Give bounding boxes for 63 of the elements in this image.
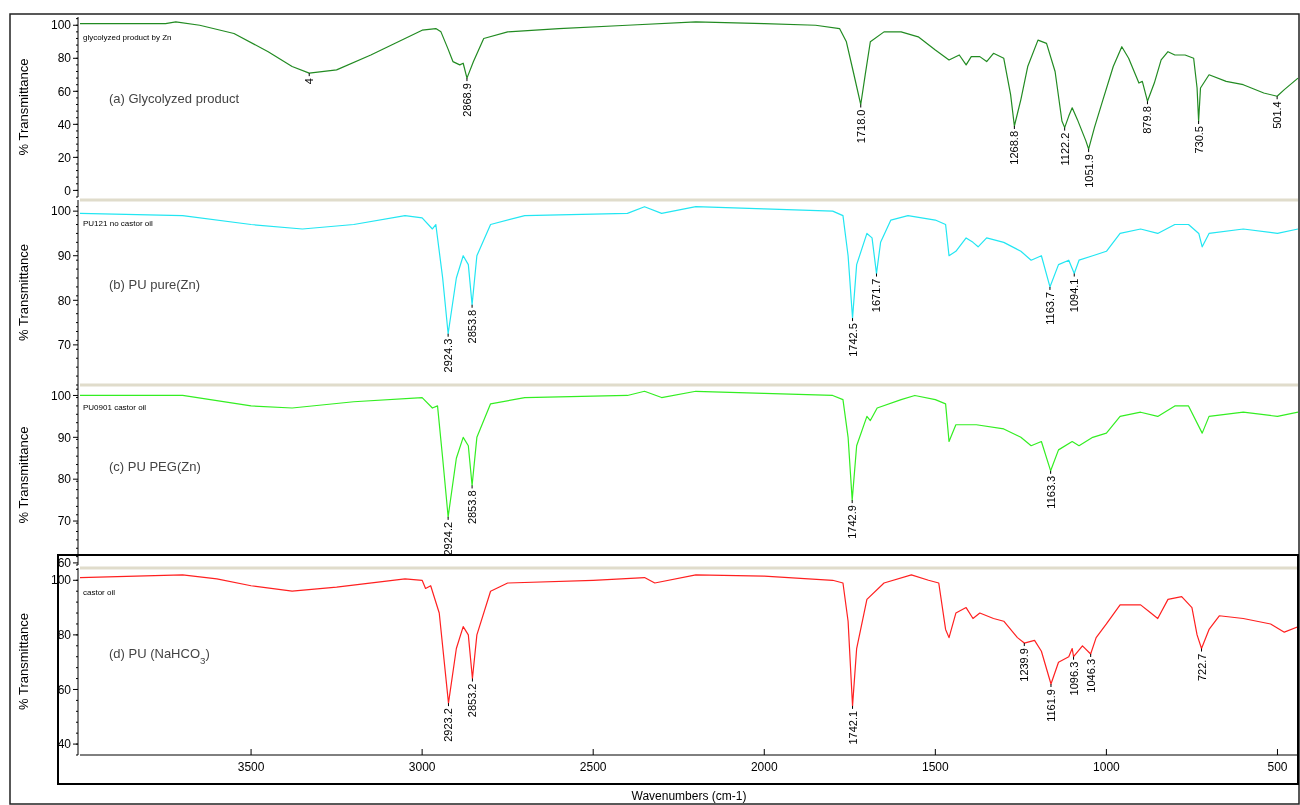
annotation: 1268.8 [1008,130,1021,165]
annotation: 1161.9 [1044,689,1057,722]
annotation: (b) PU pure(Zn) [109,276,201,292]
annotation: 1742.1 [846,710,859,745]
annotation: 1096.3 [1067,661,1080,696]
annotation: 879.8 [1141,106,1154,134]
annotation: 4 [303,78,316,85]
text: glycolyzed product by Zn [83,33,172,43]
x-tick-label: 1000 [1093,760,1121,774]
y-tick-label: 70 [57,338,72,353]
y-axis-title: % Transmittance [16,426,31,524]
text: PU121 no castor oil [83,219,154,229]
annotation: 1163.3 [1044,475,1057,509]
x-axis-title: Wavenumbers (cm-1) [631,789,747,803]
x-tick-label: 2000 [750,760,778,774]
annotation: 1122.2 [1058,132,1071,166]
y-tick-label: 100 [50,204,72,219]
annotation: 1718.0 [854,109,867,144]
text: PU0901 castor oil [83,403,147,413]
annotation: 1094.1 [1068,278,1081,313]
annotation: (d) PU (NaHCO$_{3}$) [109,645,210,666]
annotation: 1671.7 [870,278,883,313]
annotation: 1163.7 [1043,291,1056,325]
x-tick-label: 3500 [237,760,265,774]
annotation: 1046.3 [1084,658,1097,693]
y-tick-label: 80 [57,293,72,308]
annotation: 2853.8 [466,490,479,525]
y-tick-label: 40 [57,737,72,752]
y-tick-label: 40 [57,117,72,132]
annotation: (a) Glycolyzed product [109,91,240,107]
y-tick-label: 80 [57,472,72,487]
annotation: 722.7 [1195,653,1208,682]
x-tick-label: 500 [1267,760,1288,774]
annotation: 2853.2 [466,683,479,718]
annotation: 1239.9 [1018,648,1031,682]
annotation: 2923.2 [442,708,455,742]
y-tick-label: 80 [57,51,72,66]
y-tick-label: 90 [57,248,72,263]
x-tick-label: 3000 [408,760,436,774]
text: castor oil [83,588,116,598]
annotation: 1742.5 [846,323,859,357]
y-tick-label: 100 [50,388,72,403]
y-axis-title: % Transmittance [16,58,31,156]
annotation: 1742.9 [846,505,859,539]
x-tick-label: 2500 [579,760,607,774]
y-tick-label: 90 [57,430,72,445]
y-tick-label: 0 [64,183,72,198]
annotation: 2924.3 [442,338,455,373]
annotation: (c) PU PEG(Zn) [109,459,201,475]
annotation: 501.4 [1271,101,1284,129]
y-tick-label: 60 [57,84,72,99]
annotation: 730.5 [1192,126,1205,154]
y-axis-title: % Transmittance [16,244,31,341]
annotation: 2853.8 [466,309,479,344]
x-tick-label: 1500 [921,760,950,774]
y-tick-label: 80 [57,628,72,643]
annotation: 2924.2 [442,521,455,556]
y-axis-title: % Transmittance [16,613,31,710]
annotation: 1051.9 [1082,154,1095,188]
y-tick-label: 20 [57,150,72,165]
y-tick-label: 70 [57,514,72,529]
annotation: 2868.9 [460,83,473,117]
y-tick-label: 100 [50,18,72,33]
